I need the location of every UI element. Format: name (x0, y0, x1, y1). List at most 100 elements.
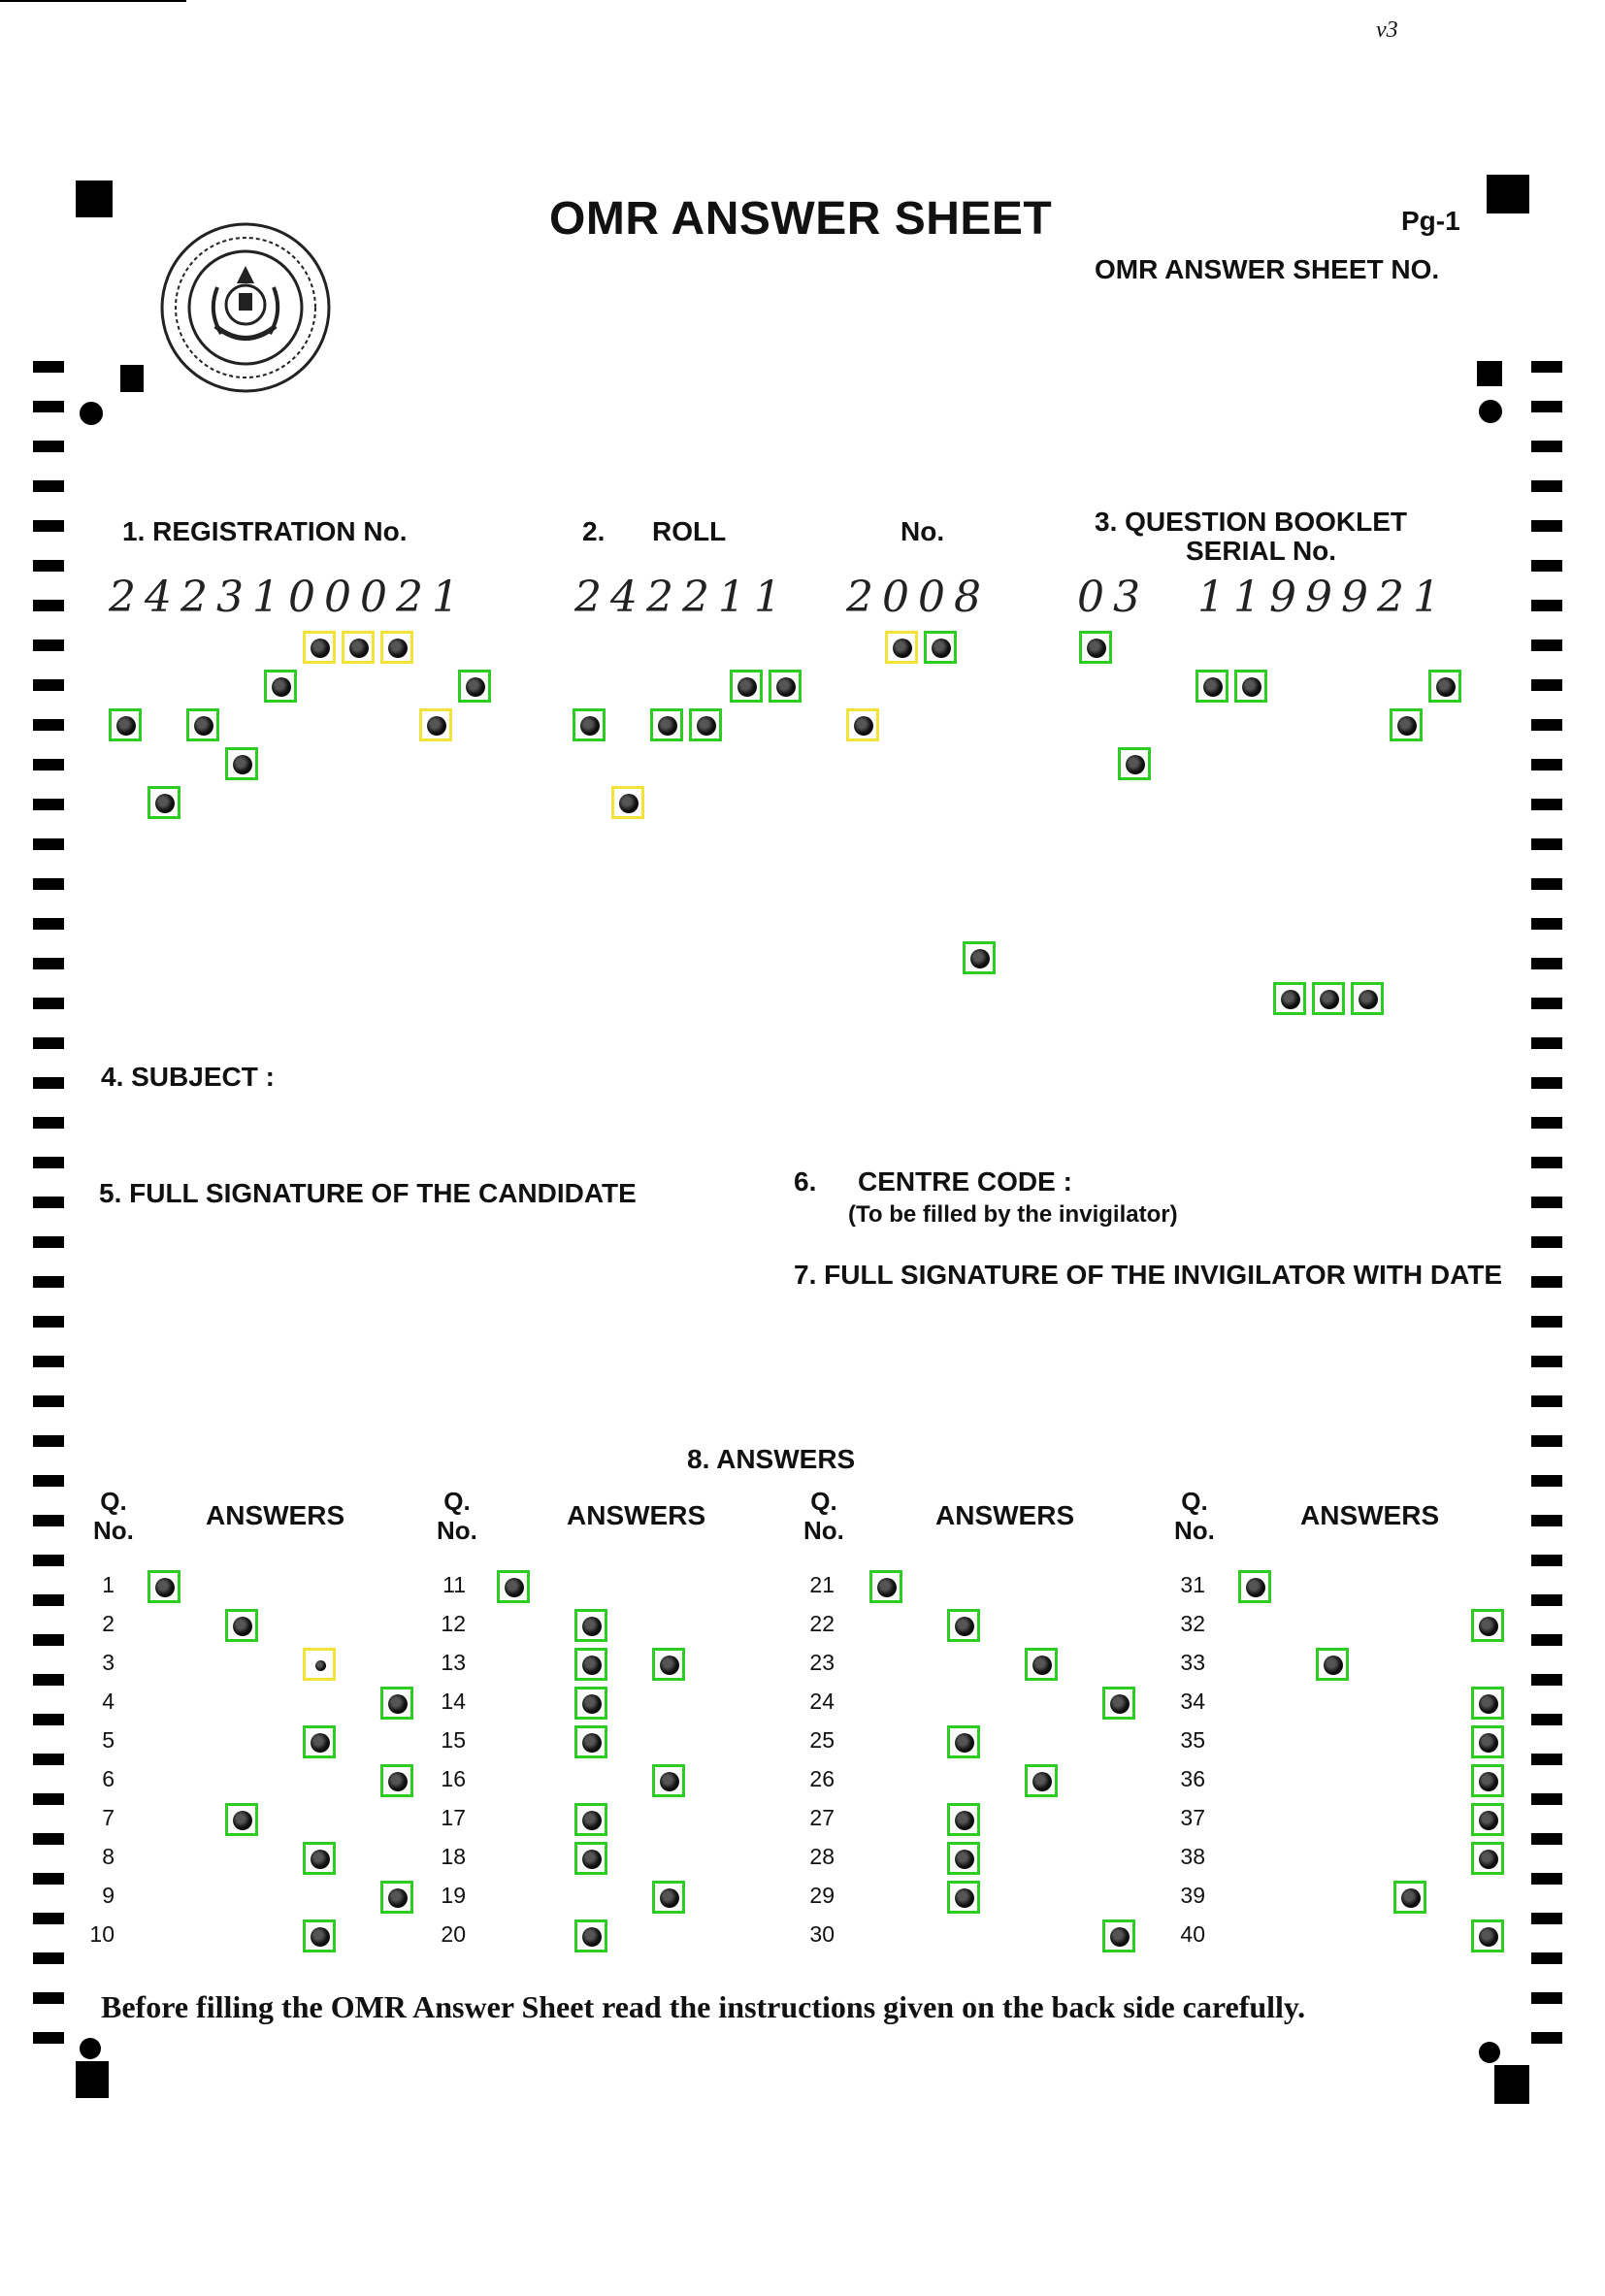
filled-bubble[interactable] (1118, 747, 1151, 780)
filled-bubble[interactable] (264, 670, 297, 703)
filled-bubble[interactable] (1273, 982, 1306, 1015)
ink-mark (582, 1656, 602, 1675)
filled-bubble[interactable] (689, 708, 722, 741)
filled-bubble[interactable] (1102, 1687, 1135, 1720)
timing-tick (1531, 361, 1562, 373)
filled-bubble[interactable] (846, 708, 879, 741)
filled-bubble[interactable] (1079, 631, 1112, 664)
timing-tick (1531, 1634, 1562, 1646)
filled-bubble[interactable] (573, 708, 606, 741)
filled-bubble[interactable] (186, 708, 219, 741)
filled-bubble[interactable] (1390, 708, 1423, 741)
filled-bubble[interactable] (650, 708, 683, 741)
filled-bubble[interactable] (574, 1648, 607, 1681)
filled-bubble[interactable] (652, 1881, 685, 1914)
filled-bubble[interactable] (380, 1764, 413, 1797)
filled-bubble[interactable] (1025, 1648, 1058, 1681)
filled-bubble[interactable] (303, 1919, 336, 1952)
filled-bubble[interactable] (574, 1687, 607, 1720)
ink-mark (1401, 1888, 1421, 1908)
filled-bubble[interactable] (730, 670, 763, 703)
filled-bubble[interactable] (225, 747, 258, 780)
question-number: 6 (102, 1766, 115, 1791)
filled-bubble[interactable] (303, 1648, 336, 1681)
ink-mark (194, 716, 213, 736)
timing-tick (33, 1714, 64, 1725)
filled-bubble[interactable] (147, 1570, 180, 1603)
timing-tick (33, 480, 64, 492)
invigilator-signature-label: 7. FULL SIGNATURE OF THE INVIGILATOR WIT… (794, 1260, 1503, 1290)
filled-bubble[interactable] (869, 1570, 902, 1603)
corner-mark: v3 (1376, 17, 1398, 43)
filled-bubble[interactable] (1025, 1764, 1058, 1797)
filled-bubble[interactable] (1234, 670, 1267, 703)
filled-bubble[interactable] (419, 708, 452, 741)
filled-bubble[interactable] (652, 1764, 685, 1797)
registration-square (120, 365, 144, 392)
filled-bubble[interactable] (947, 1803, 980, 1836)
timing-tick (1531, 560, 1562, 572)
filled-bubble[interactable] (109, 708, 142, 741)
filled-bubble[interactable] (574, 1919, 607, 1952)
ink-mark (1479, 1850, 1498, 1869)
filled-bubble[interactable] (963, 941, 996, 974)
filled-bubble[interactable] (303, 1842, 336, 1875)
ink-mark (737, 677, 757, 697)
filled-bubble[interactable] (1316, 1648, 1349, 1681)
timing-tick (1531, 1077, 1562, 1089)
timing-tick (1531, 640, 1562, 651)
question-number: 30 (809, 1921, 835, 1947)
filled-bubble[interactable] (1428, 670, 1461, 703)
question-number: 39 (1180, 1883, 1205, 1908)
filled-bubble[interactable] (1471, 1725, 1504, 1758)
filled-bubble[interactable] (1351, 982, 1384, 1015)
filled-bubble[interactable] (947, 1609, 980, 1642)
filled-bubble[interactable] (342, 631, 375, 664)
footer-note: Before filling the OMR Answer Sheet read… (101, 1989, 1306, 2024)
filled-bubble[interactable] (225, 1609, 258, 1642)
filled-bubble[interactable] (1471, 1609, 1504, 1642)
filled-bubble[interactable] (947, 1881, 980, 1914)
timing-tick (1531, 1316, 1562, 1328)
ink-mark (697, 716, 716, 736)
filled-bubble[interactable] (1312, 982, 1345, 1015)
filled-bubble[interactable] (497, 1570, 530, 1603)
filled-bubble[interactable] (303, 1725, 336, 1758)
filled-bubble[interactable] (611, 786, 644, 819)
filled-bubble[interactable] (1238, 1570, 1271, 1603)
ink-mark (932, 639, 951, 658)
filled-bubble[interactable] (380, 1881, 413, 1914)
filled-bubble[interactable] (652, 1648, 685, 1681)
filled-bubble[interactable] (574, 1803, 607, 1836)
filled-bubble[interactable] (574, 1609, 607, 1642)
centre-code-note: (To be filled by the invigilator) (848, 1201, 1178, 1228)
ink-mark (877, 1578, 897, 1597)
question-number: 17 (441, 1805, 466, 1830)
filled-bubble[interactable] (947, 1725, 980, 1758)
filled-bubble[interactable] (458, 670, 491, 703)
timing-tick (1531, 441, 1562, 452)
filled-bubble[interactable] (225, 1803, 258, 1836)
filled-bubble[interactable] (885, 631, 918, 664)
filled-bubble[interactable] (1102, 1919, 1135, 1952)
filled-bubble[interactable] (574, 1725, 607, 1758)
filled-bubble[interactable] (303, 631, 336, 664)
filled-bubble[interactable] (769, 670, 802, 703)
filled-bubble[interactable] (1471, 1764, 1504, 1797)
filled-bubble[interactable] (924, 631, 957, 664)
ink-mark (1110, 1927, 1130, 1947)
filled-bubble[interactable] (147, 786, 180, 819)
filled-bubble[interactable] (1471, 1842, 1504, 1875)
timing-tick (1531, 1992, 1562, 2004)
filled-bubble[interactable] (380, 1687, 413, 1720)
question-number: 23 (809, 1650, 835, 1675)
filled-bubble[interactable] (574, 1842, 607, 1875)
filled-bubble[interactable] (380, 631, 413, 664)
filled-bubble[interactable] (1393, 1881, 1426, 1914)
filled-bubble[interactable] (1471, 1803, 1504, 1836)
filled-bubble[interactable] (947, 1842, 980, 1875)
filled-bubble[interactable] (1196, 670, 1228, 703)
filled-bubble[interactable] (1471, 1687, 1504, 1720)
registration-label: 1. REGISTRATION No. (122, 516, 408, 546)
filled-bubble[interactable] (1471, 1919, 1504, 1952)
